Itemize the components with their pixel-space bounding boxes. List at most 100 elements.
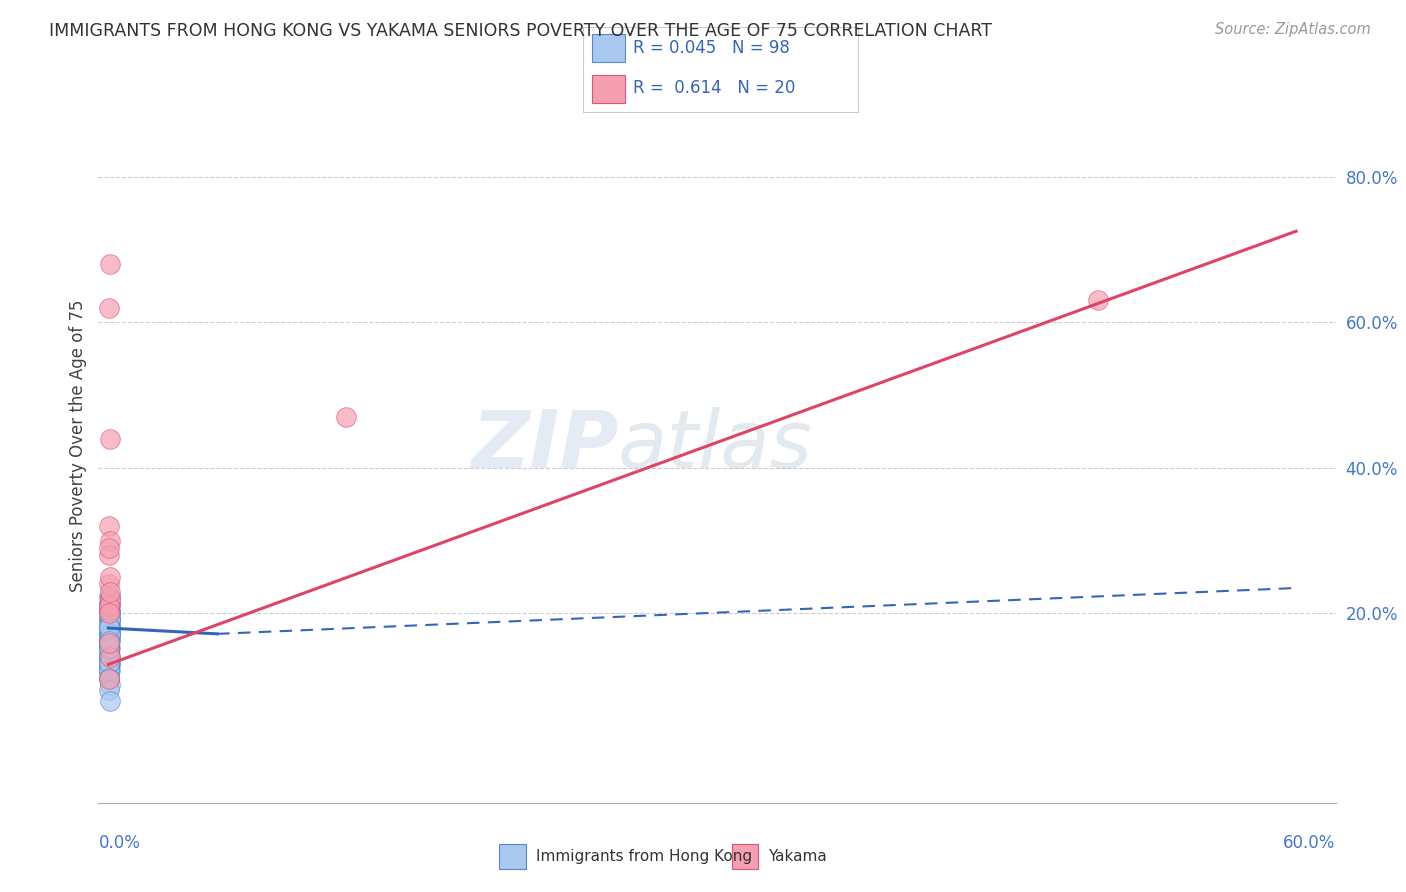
Point bbox=[98, 605, 121, 619]
Point bbox=[97, 671, 120, 685]
Point bbox=[98, 619, 121, 633]
Point bbox=[97, 639, 120, 653]
Point bbox=[98, 627, 121, 641]
Point bbox=[98, 657, 121, 672]
Point bbox=[98, 656, 121, 670]
Point bbox=[97, 599, 120, 614]
Bar bbox=[592, 75, 624, 103]
Point bbox=[97, 648, 120, 663]
Point bbox=[98, 619, 121, 633]
Point bbox=[97, 663, 120, 677]
Point bbox=[97, 598, 120, 612]
Text: Source: ZipAtlas.com: Source: ZipAtlas.com bbox=[1215, 22, 1371, 37]
Point bbox=[97, 603, 120, 617]
Point bbox=[98, 682, 121, 697]
Point bbox=[98, 591, 121, 605]
Point bbox=[97, 641, 120, 656]
Point bbox=[98, 619, 121, 633]
Point bbox=[98, 665, 121, 679]
Point bbox=[98, 596, 121, 610]
Point bbox=[98, 632, 121, 646]
Point bbox=[97, 656, 120, 670]
Point bbox=[98, 584, 121, 599]
Point bbox=[98, 648, 121, 663]
Point bbox=[98, 598, 121, 612]
Bar bbox=[499, 844, 526, 869]
Point bbox=[97, 627, 120, 641]
Point bbox=[98, 663, 121, 677]
Text: Immigrants from Hong Kong: Immigrants from Hong Kong bbox=[536, 849, 752, 863]
Point bbox=[97, 627, 120, 641]
Point bbox=[98, 605, 121, 619]
Point bbox=[98, 634, 121, 648]
Point bbox=[98, 614, 121, 628]
Point bbox=[97, 641, 120, 656]
Point bbox=[97, 634, 120, 648]
Text: R =  0.614   N = 20: R = 0.614 N = 20 bbox=[633, 79, 796, 97]
Point bbox=[97, 641, 120, 656]
Point bbox=[97, 591, 120, 605]
Text: 0.0%: 0.0% bbox=[98, 834, 141, 852]
Point bbox=[97, 648, 120, 663]
Point bbox=[98, 627, 121, 641]
Point bbox=[97, 634, 120, 648]
Point bbox=[98, 598, 121, 612]
Point bbox=[98, 641, 121, 656]
Point bbox=[97, 648, 120, 663]
Y-axis label: Seniors Poverty Over the Age of 75: Seniors Poverty Over the Age of 75 bbox=[69, 300, 87, 592]
Point bbox=[97, 641, 120, 656]
Point bbox=[97, 605, 120, 619]
Point bbox=[98, 641, 121, 656]
Point bbox=[98, 634, 121, 648]
Point bbox=[98, 605, 121, 619]
Point bbox=[98, 628, 121, 642]
Point bbox=[98, 591, 121, 605]
Point bbox=[98, 627, 121, 641]
Point bbox=[98, 648, 121, 663]
Point bbox=[97, 656, 120, 670]
Point bbox=[98, 612, 121, 626]
Point bbox=[98, 603, 121, 617]
Point bbox=[98, 634, 121, 648]
Text: Yakama: Yakama bbox=[768, 849, 827, 863]
Point bbox=[97, 548, 120, 562]
Point bbox=[97, 671, 120, 685]
Point bbox=[98, 612, 121, 626]
Point bbox=[98, 656, 121, 670]
Point bbox=[98, 627, 121, 641]
Point bbox=[97, 301, 120, 315]
Point bbox=[97, 634, 120, 648]
Text: R = 0.045   N = 98: R = 0.045 N = 98 bbox=[633, 39, 790, 57]
Point bbox=[97, 663, 120, 677]
Text: IMMIGRANTS FROM HONG KONG VS YAKAMA SENIORS POVERTY OVER THE AGE OF 75 CORRELATI: IMMIGRANTS FROM HONG KONG VS YAKAMA SENI… bbox=[49, 22, 993, 40]
Point bbox=[98, 627, 121, 641]
Point bbox=[98, 612, 121, 626]
Point bbox=[97, 641, 120, 656]
Point bbox=[97, 656, 120, 670]
Point bbox=[98, 598, 121, 612]
Point bbox=[98, 570, 121, 584]
Point bbox=[98, 596, 121, 610]
Point bbox=[98, 619, 121, 633]
Point bbox=[97, 619, 120, 633]
Point bbox=[97, 656, 120, 670]
Point bbox=[98, 605, 121, 619]
Point bbox=[98, 257, 121, 271]
Point bbox=[97, 619, 120, 633]
Text: 60.0%: 60.0% bbox=[1284, 834, 1336, 852]
Point bbox=[98, 650, 121, 665]
Point bbox=[97, 519, 120, 533]
Point bbox=[98, 648, 121, 663]
Point bbox=[97, 656, 120, 670]
Point bbox=[98, 656, 121, 670]
Point bbox=[97, 648, 120, 663]
Point bbox=[98, 627, 121, 641]
Point bbox=[97, 648, 120, 663]
Point bbox=[98, 541, 121, 555]
Point bbox=[335, 409, 357, 424]
Point bbox=[97, 634, 120, 648]
Point bbox=[97, 635, 120, 649]
Point bbox=[97, 671, 120, 685]
Point bbox=[97, 647, 120, 661]
Point bbox=[97, 619, 120, 633]
